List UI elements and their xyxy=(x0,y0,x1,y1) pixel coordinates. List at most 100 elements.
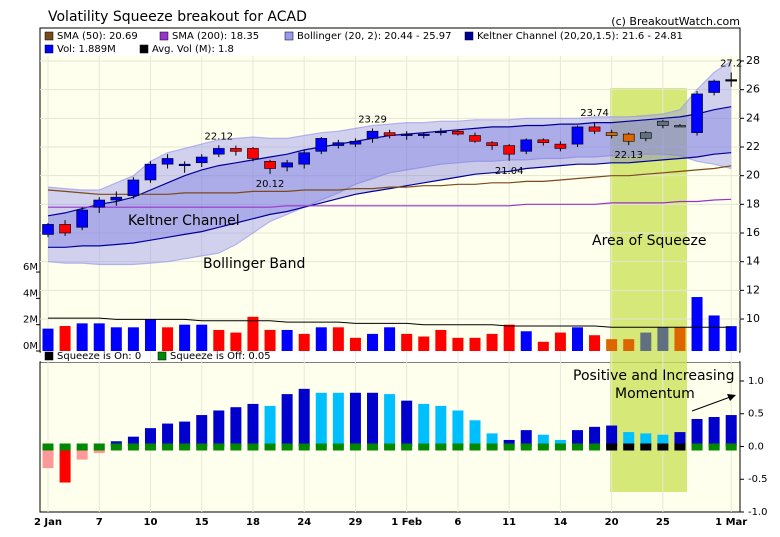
avg-volume-line xyxy=(48,317,732,328)
squeeze-dot xyxy=(349,443,361,451)
squeeze-dot xyxy=(537,443,549,451)
squeeze-dot xyxy=(418,443,430,451)
candle-body xyxy=(349,140,362,145)
volume-bar xyxy=(332,327,344,351)
candle-body xyxy=(178,163,191,166)
squeeze-dot xyxy=(401,443,413,451)
band-line xyxy=(48,152,732,248)
volume-bar xyxy=(589,335,601,351)
legend-box xyxy=(41,29,739,56)
legend-label: Keltner Channel (20,20,1.5): 21.6 - 24.8… xyxy=(477,31,683,42)
squeeze-dot xyxy=(230,443,242,451)
legend-label: Avg. Vol (M): 1.8 xyxy=(152,44,234,55)
candle-body xyxy=(127,179,140,197)
volume-bar xyxy=(127,327,139,351)
legend-swatch xyxy=(44,31,54,41)
volume-bar xyxy=(213,329,225,351)
momentum-bar xyxy=(127,436,139,447)
squeeze-dot xyxy=(725,443,737,451)
y-tick-label: 4M xyxy=(23,288,38,299)
momentum-bar xyxy=(349,392,361,447)
candle-body xyxy=(537,139,550,143)
momentum-bar xyxy=(162,423,174,447)
squeeze-dot xyxy=(452,443,464,451)
momentum-bar xyxy=(708,417,720,447)
candle-body xyxy=(452,130,464,135)
candle-body xyxy=(708,80,720,93)
y-tick-label: 0.5 xyxy=(748,409,764,420)
momentum-bar xyxy=(384,394,396,447)
momentum-bar xyxy=(725,415,737,447)
legend-box xyxy=(41,349,739,362)
y-tick-label: 10 xyxy=(746,312,760,325)
squeeze-dot xyxy=(486,443,498,451)
volume-bar xyxy=(520,331,532,351)
momentum-bar xyxy=(537,434,549,447)
x-tick-label: 15 xyxy=(195,517,209,528)
legend-swatch xyxy=(284,31,294,41)
x-tick-label: 7 xyxy=(96,517,103,528)
momentum-bar xyxy=(315,392,327,447)
momentum-bar xyxy=(213,410,225,447)
volume-bar xyxy=(76,323,88,351)
momentum-bar xyxy=(606,425,618,447)
copyright: (c) BreakoutWatch.com xyxy=(611,15,740,28)
momentum-bar xyxy=(332,392,344,447)
squeeze-dot xyxy=(554,443,566,451)
momentum-bar xyxy=(589,426,601,447)
x-tick-label: 2 Jan xyxy=(34,517,62,528)
volume-bar xyxy=(42,328,54,351)
candle-body xyxy=(674,125,686,128)
volume-bar xyxy=(571,327,583,351)
squeeze-dot xyxy=(623,443,635,451)
candle-body xyxy=(161,158,174,165)
candle-body xyxy=(605,132,618,136)
volume-bar xyxy=(298,333,310,351)
y-tick-label: 22 xyxy=(746,140,760,153)
volume-bar xyxy=(401,333,413,351)
squeeze-dot xyxy=(469,443,481,451)
candle-body xyxy=(486,142,498,146)
momentum-bar xyxy=(230,407,242,447)
y-tick-label: 6M xyxy=(23,262,38,273)
volume-bar xyxy=(486,333,498,351)
momentum-bar xyxy=(76,446,88,460)
x-tick-label: 14 xyxy=(553,517,567,528)
squeeze-dot xyxy=(606,443,618,451)
legend-swatch xyxy=(157,351,167,361)
squeeze-dot xyxy=(315,443,327,451)
high-label: 27.2 xyxy=(720,58,742,69)
squeeze-dot xyxy=(110,443,122,451)
volume-bar xyxy=(230,332,242,351)
legend-swatch xyxy=(139,44,149,54)
y-tick-label: 12 xyxy=(746,283,760,296)
squeeze-dot xyxy=(162,443,174,451)
candle-body xyxy=(469,135,481,142)
squeeze-dot xyxy=(59,443,71,451)
x-tick-label: 10 xyxy=(144,517,158,528)
volume-bar xyxy=(640,332,652,351)
squeeze-dot xyxy=(503,443,515,451)
squeeze-dot xyxy=(93,443,105,451)
volume-bar xyxy=(691,297,703,351)
squeeze-dot xyxy=(589,443,601,451)
squeeze-dot xyxy=(691,443,703,451)
candle-body xyxy=(383,132,396,136)
candle-body xyxy=(315,138,328,152)
annotation-arrowhead xyxy=(727,394,736,401)
legend-label: Squeeze is On: 0 xyxy=(57,351,141,362)
volume-bar xyxy=(384,327,396,351)
momentum-bar xyxy=(452,410,464,447)
candle-body xyxy=(588,126,601,132)
y-tick-label: 26 xyxy=(746,83,760,96)
low-label: 21.04 xyxy=(495,166,524,177)
volume-bar xyxy=(93,323,105,351)
squeeze-dot xyxy=(435,443,447,451)
candle-body xyxy=(622,133,635,142)
momentum-bar xyxy=(623,432,635,447)
volume-bar xyxy=(179,324,191,351)
candle-body xyxy=(332,142,345,146)
candle-body xyxy=(213,148,225,155)
legend-swatch xyxy=(44,44,54,54)
